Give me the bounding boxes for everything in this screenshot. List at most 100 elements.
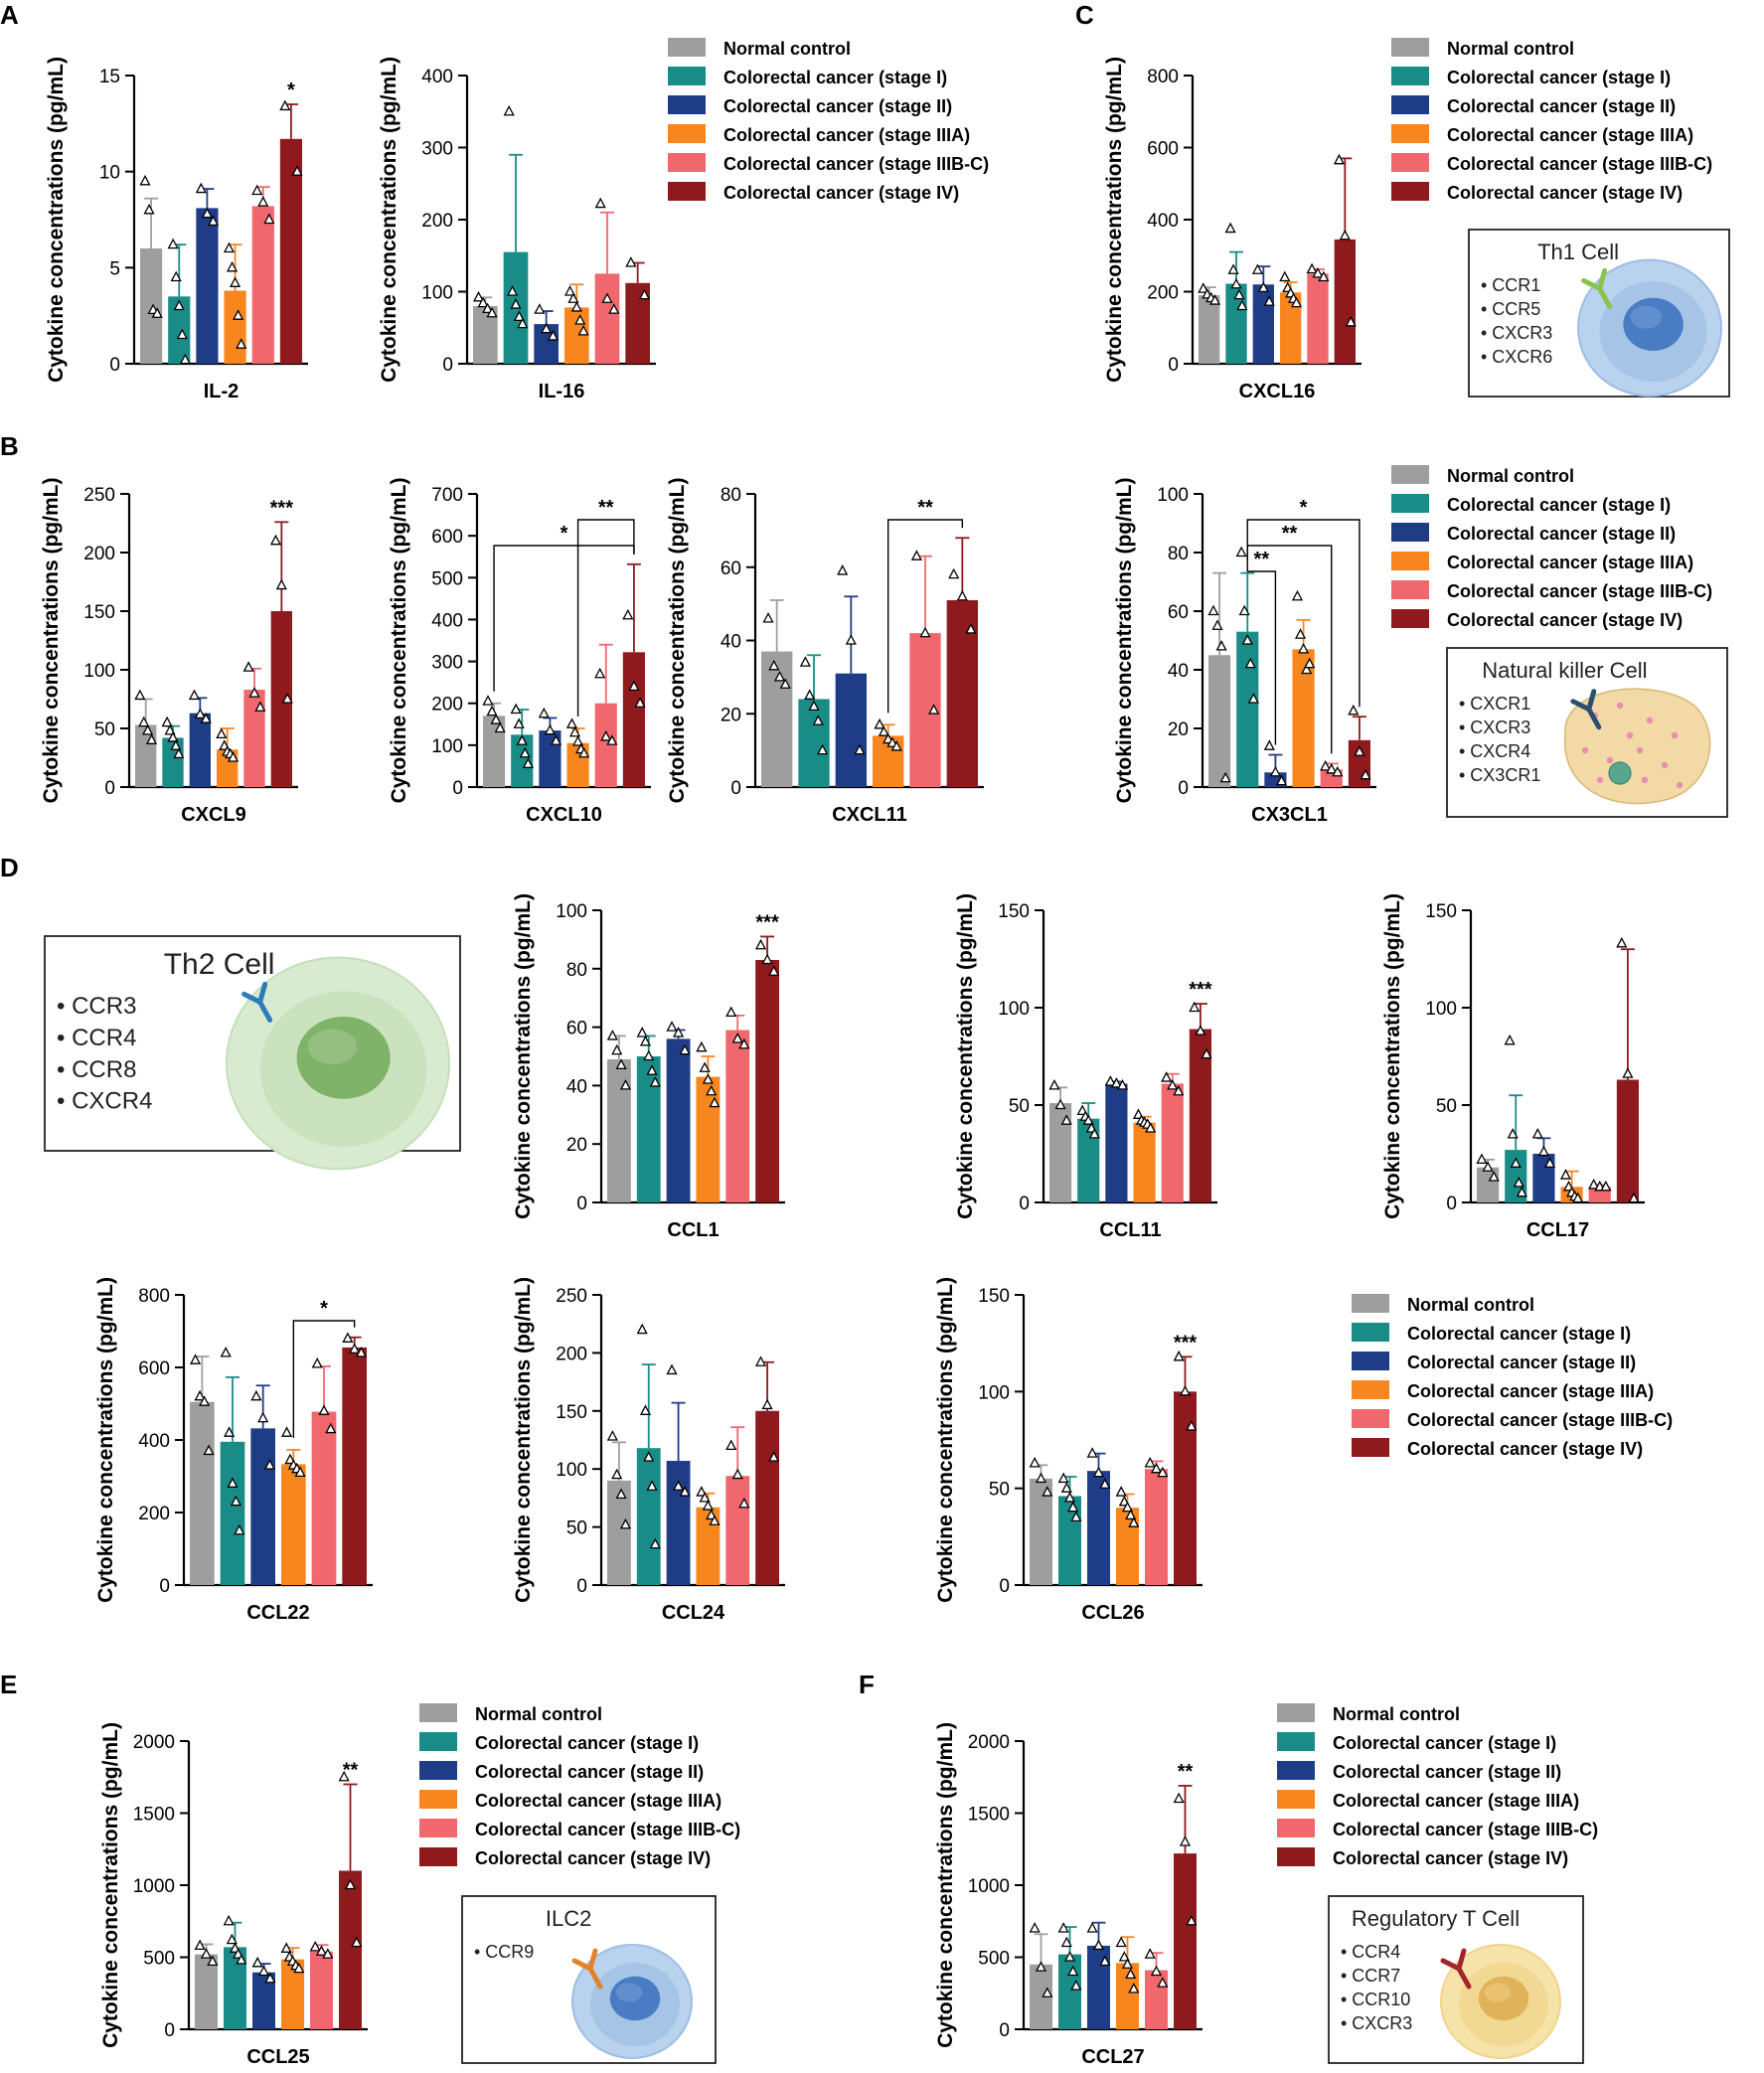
chart-ccl27: 0 500 1000 1500 2000 Cytokine concentrations … [934,1722,1203,2068]
data-point [1118,1951,1130,1962]
granule-icon [1641,776,1649,784]
data-point [578,746,590,758]
data-point [486,306,498,318]
data-point [167,238,179,249]
y-tick-label: 50 [94,719,115,740]
legend-swatch [1352,1380,1389,1399]
cell-illustrations-layer: Th1 Cell • CCR1 • CCR5 • CXCR3 • CXCR6 Natura… [44,229,1730,2064]
data-point [173,299,185,311]
data-point [1482,1161,1494,1172]
y-tick-label: 250 [556,1286,587,1307]
data-point [615,1488,627,1500]
chart-cx3cl1: 0 20 40 60 80 100 Cytokine concentrations (pg/… [1113,478,1376,826]
bar [755,1410,779,1585]
data-point [275,578,287,590]
y-tick-label: 150 [978,1286,1010,1307]
data-point [768,1451,780,1462]
bar [251,206,274,364]
receptor-icon [241,981,273,1023]
data-point [230,276,241,287]
legend-label: Colorectal cancer (stage I) [723,68,947,87]
chart-ccl25: 0 500 1000 1500 2000 Cytokine concentrations … [99,1722,368,2068]
y-tick-label: 500 [143,1949,175,1970]
legend-swatch [1391,38,1429,57]
data-point [1035,1472,1047,1484]
cell-marker: • CCR8 [57,1056,136,1083]
significance-label: * [287,80,295,101]
y-tick-label: 400 [421,67,453,87]
data-point [1063,1951,1076,1962]
data-point [269,534,282,546]
x-axis-label: CCL27 [1081,2046,1144,2068]
y-axis-label: Cytokine concentrations (pg/mL) [40,478,63,804]
bar [1477,1167,1500,1202]
data-point [1201,1047,1212,1059]
data-point [201,207,213,219]
data-point [1238,604,1250,616]
data-point [622,608,634,620]
y-tick-label: 0 [576,1576,587,1597]
data-point [257,1965,270,1977]
y-tick-label: 500 [431,568,463,589]
data-point [1219,771,1231,783]
legend-label: Colorectal cancer (stage II) [1407,1353,1636,1372]
legend-swatch [1277,1761,1315,1780]
data-point [1326,762,1338,774]
data-point [242,661,254,672]
legend-label: Colorectal cancer (stage II) [1333,1762,1561,1782]
x-axis-label: IL-16 [539,381,585,402]
cell-marker: • CX3CR1 [1459,765,1540,785]
bar [281,1959,304,2029]
legend-swatch [1391,153,1429,172]
data-point [619,1079,632,1090]
data-point [709,1096,721,1108]
data-point [1290,296,1303,308]
nucleolus-icon [1630,305,1663,329]
data-point [568,725,581,737]
legend-swatch [1277,1819,1315,1837]
legend-swatch [419,1847,457,1866]
bar [1030,1478,1052,1585]
data-point [606,734,618,745]
bar [243,690,265,787]
data-point [639,1404,652,1415]
data-point [138,716,150,727]
data-point [194,708,206,718]
y-tick-label: 40 [1168,661,1189,682]
data-point [965,623,977,634]
legend-swatch [419,1703,457,1722]
chart-ccl26: 0 50 100 150 Cytokine concentrations (pg/mL)… [934,1277,1203,1624]
data-point [1348,704,1360,716]
y-tick-label: 200 [1147,283,1179,304]
data-point [679,1486,691,1497]
data-point [606,1430,618,1441]
data-point [1086,1922,1098,1933]
data-point [1537,1145,1549,1157]
data-point [216,727,228,739]
data-point [1269,765,1281,777]
legend-label: Colorectal cancer (stage I) [475,1733,699,1753]
data-point [1054,1098,1066,1110]
data-point [1488,1171,1500,1182]
data-point [1186,1419,1198,1431]
data-point [173,747,185,759]
bar [1087,1471,1110,1585]
y-tick-label: 0 [1446,1194,1457,1214]
data-point [738,1037,750,1049]
legend-label: Normal control [1447,466,1574,486]
data-point [1115,1936,1127,1948]
data-point [1559,1169,1572,1180]
x-axis-label: CCL25 [246,2046,309,2068]
bar [224,290,246,364]
data-point [817,743,829,755]
data-point [195,182,207,194]
data-point [164,723,176,735]
data-point [679,1043,691,1055]
chart-ccl17: 0 50 100 150 Cytokine concentrations (pg/mL)… [1381,893,1645,1241]
data-point [161,716,173,727]
granule-icon [1661,761,1669,769]
bar [1199,295,1220,364]
data-point [355,1347,368,1357]
data-point [223,241,236,253]
y-tick-label: 80 [566,960,587,981]
